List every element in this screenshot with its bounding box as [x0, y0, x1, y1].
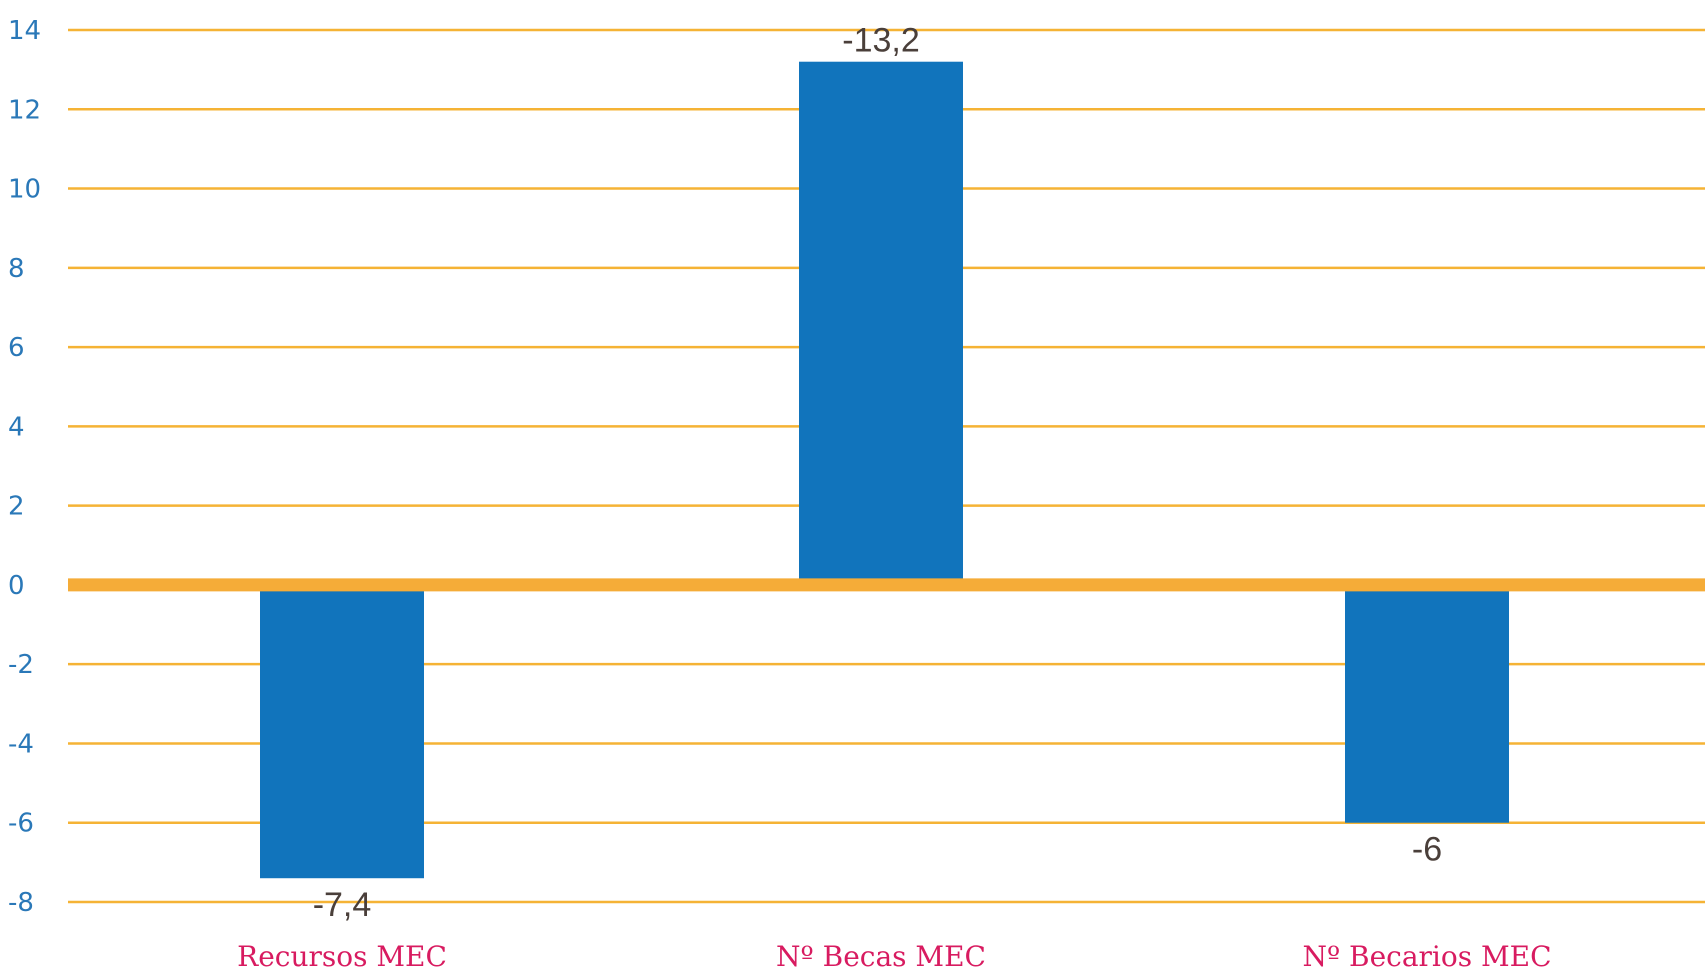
- data-label: -13,2: [842, 22, 920, 60]
- bar-2: [1345, 584, 1509, 823]
- y-axis-ticks: 14 12 10 8 6 4 2 0 -2 -4 -6 -8: [8, 16, 41, 918]
- y-tick-label: 14: [8, 16, 41, 46]
- bar-1: [799, 61, 963, 585]
- y-tick-label: -4: [8, 729, 34, 759]
- x-tick-label: Nº Becas MEC: [776, 940, 986, 973]
- y-tick-label: 6: [8, 333, 25, 363]
- bars: [260, 61, 1509, 879]
- y-tick-label: 0: [8, 571, 25, 601]
- y-tick-label: 2: [8, 492, 25, 522]
- data-label: -6: [1412, 831, 1442, 869]
- y-tick-label: 4: [8, 412, 25, 442]
- y-tick-label: 12: [8, 95, 41, 125]
- y-tick-label: -6: [8, 809, 34, 839]
- y-tick-label: 10: [8, 175, 41, 205]
- x-tick-label: Nº Becarios MEC: [1302, 940, 1551, 973]
- x-tick-label: Recursos MEC: [237, 940, 447, 973]
- x-axis-ticks: Recursos MEC Nº Becas MEC Nº Becarios MEC: [237, 940, 1551, 973]
- data-labels: -7,4 -13,2 -6: [313, 22, 1442, 925]
- data-label: -7,4: [313, 886, 372, 924]
- y-tick-label: 8: [8, 254, 25, 284]
- bar-0: [260, 584, 424, 879]
- y-tick-label: -8: [8, 888, 34, 918]
- y-tick-label: -2: [8, 650, 34, 680]
